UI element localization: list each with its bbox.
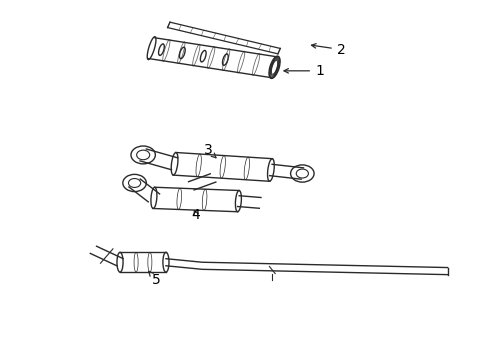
Text: 1: 1 (284, 64, 323, 78)
Text: 2: 2 (311, 42, 345, 57)
Text: 5: 5 (148, 271, 161, 287)
Text: 4: 4 (191, 208, 200, 222)
Text: 3: 3 (203, 143, 216, 158)
